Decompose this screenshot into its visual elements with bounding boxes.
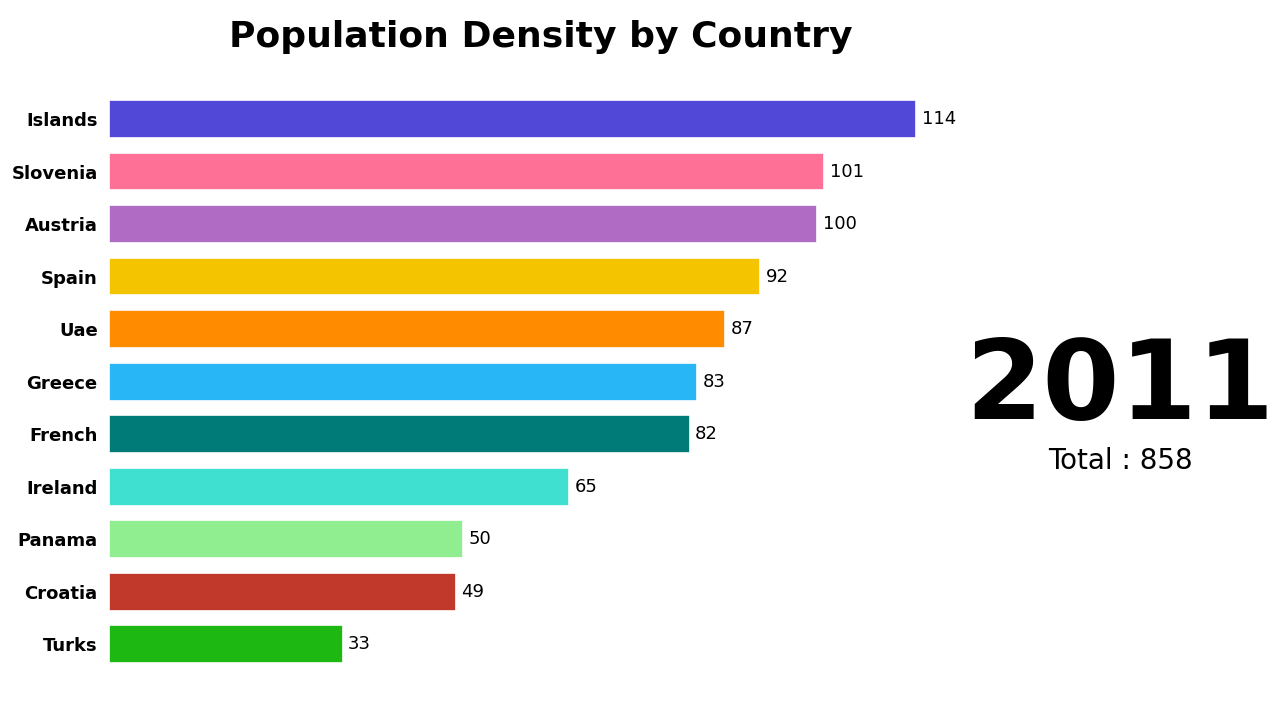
Text: 2011: 2011	[965, 336, 1275, 442]
Text: 87: 87	[731, 320, 754, 338]
Bar	[109, 572, 456, 611]
Bar	[109, 521, 463, 558]
Text: 83: 83	[703, 373, 726, 390]
Text: 65: 65	[575, 477, 598, 495]
Bar	[109, 625, 343, 663]
Text: 114: 114	[922, 110, 956, 128]
Text: 92: 92	[765, 268, 788, 286]
Bar	[109, 153, 824, 191]
Text: 49: 49	[462, 582, 485, 600]
Text: 33: 33	[348, 635, 371, 653]
Title: Population Density by Country: Population Density by Country	[229, 20, 852, 54]
Bar	[109, 100, 916, 138]
Bar	[109, 205, 817, 243]
Text: 101: 101	[829, 163, 864, 181]
Text: 100: 100	[823, 215, 856, 233]
Text: Total : 858: Total : 858	[1048, 447, 1192, 474]
Bar	[109, 468, 570, 505]
Text: 50: 50	[468, 530, 492, 548]
Bar	[109, 258, 760, 295]
Bar	[109, 310, 724, 348]
Text: 82: 82	[695, 425, 718, 443]
Bar	[109, 363, 696, 400]
Bar	[109, 415, 690, 453]
